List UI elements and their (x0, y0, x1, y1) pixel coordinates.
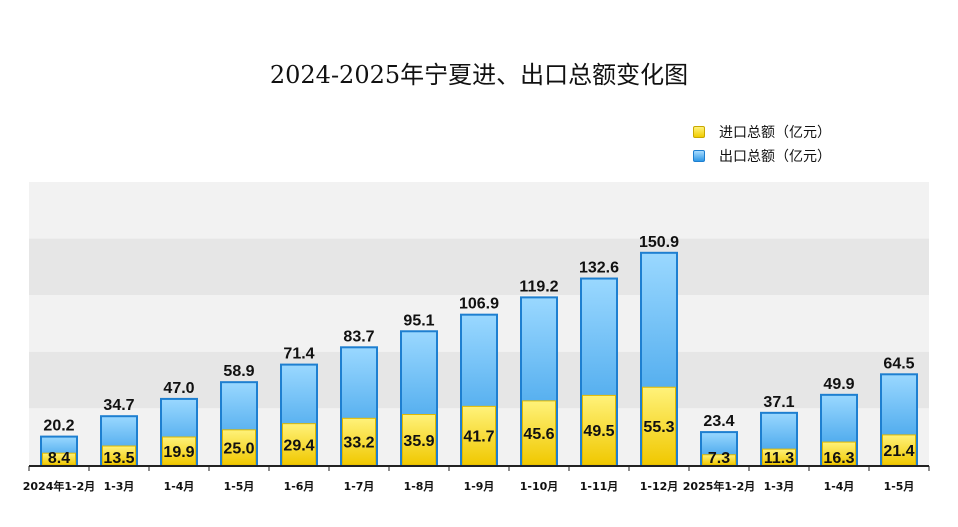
data-label-import: 33.2 (343, 435, 374, 452)
x-tick-label: 1-4月 (824, 480, 855, 493)
x-tick-label: 2025年1-2月 (683, 479, 756, 493)
data-label-export: 106.9 (459, 296, 499, 313)
legend-item-export: 出口总额（亿元） (693, 146, 893, 166)
x-tick-label: 1-8月 (404, 480, 435, 493)
data-label-import: 16.3 (823, 450, 854, 467)
data-label-import: 41.7 (463, 429, 494, 446)
data-label-import: 7.3 (708, 450, 730, 467)
bar-import (582, 394, 616, 466)
data-label-import: 21.4 (883, 443, 914, 460)
data-label-export: 47.0 (163, 380, 194, 397)
grid-band (29, 238, 929, 296)
data-label-export: 71.4 (283, 346, 314, 363)
bar-import (222, 429, 256, 466)
data-label-import: 19.9 (163, 444, 194, 461)
data-label-export: 34.7 (103, 397, 134, 414)
data-label-export: 119.2 (519, 278, 558, 295)
x-tick-label: 1-6月 (284, 480, 315, 493)
x-tick-label: 2024年1-2月 (23, 479, 96, 493)
data-label-export: 64.5 (883, 355, 914, 372)
x-tick-label: 1-3月 (104, 480, 135, 493)
data-label-export: 37.1 (763, 394, 794, 411)
data-label-import: 35.9 (403, 433, 434, 450)
x-tick-label: 1-9月 (464, 480, 495, 493)
bar-import (522, 400, 556, 466)
x-tick-label: 1-5月 (224, 480, 255, 493)
data-label-export: 58.9 (223, 363, 254, 380)
data-label-import: 29.4 (283, 437, 314, 454)
legend-label-import: 进口总额（亿元） (719, 125, 831, 141)
bar-import (402, 414, 436, 466)
x-tick-label: 1-3月 (764, 480, 795, 493)
data-label-import: 11.3 (764, 450, 794, 467)
bar-import (282, 423, 316, 466)
x-tick-label: 1-11月 (580, 480, 619, 493)
data-label-import: 49.5 (583, 423, 614, 440)
data-label-export: 20.2 (43, 418, 74, 435)
data-label-import: 45.6 (523, 426, 554, 443)
grid-band (29, 182, 929, 239)
data-label-export: 95.1 (403, 312, 434, 329)
data-label-export: 150.9 (639, 234, 679, 251)
legend-item-import: 进口总额（亿元） (693, 122, 893, 142)
x-tick-label: 1-5月 (884, 480, 915, 493)
x-tick-label: 1-10月 (520, 480, 559, 493)
chart-title: 2024-2025年宁夏进、出口总额变化图 (269, 61, 689, 89)
x-tick-label: 1-4月 (164, 480, 195, 493)
legend-swatch-export (693, 150, 705, 162)
bar-import (162, 436, 196, 466)
bar-import (462, 405, 496, 466)
data-label-export: 83.7 (343, 328, 374, 345)
legend-label-export: 出口总额（亿元） (719, 149, 831, 165)
data-label-import: 55.3 (643, 419, 674, 436)
data-label-import: 13.5 (103, 450, 134, 467)
bar-import (642, 386, 676, 466)
data-label-export: 132.6 (579, 260, 619, 277)
data-label-export: 49.9 (823, 376, 854, 393)
data-label-import: 25.0 (223, 440, 254, 457)
x-tick-label: 1-12月 (640, 480, 679, 493)
x-tick-label: 1-7月 (344, 480, 375, 493)
data-label-export: 23.4 (703, 413, 734, 430)
data-label-import: 8.4 (48, 450, 70, 467)
legend-swatch-import (693, 126, 705, 138)
bar-import (342, 417, 376, 466)
